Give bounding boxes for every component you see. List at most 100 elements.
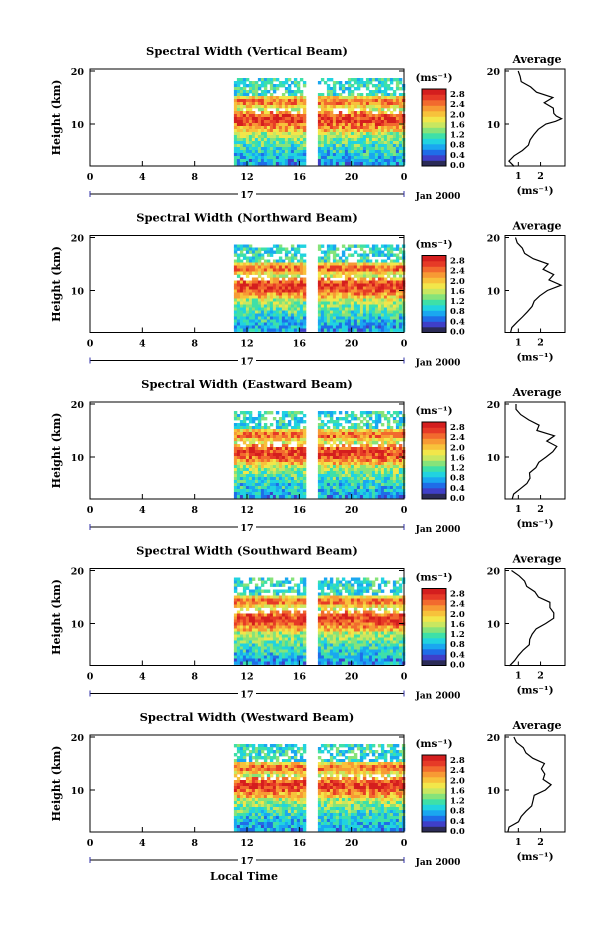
heatmap-cell <box>336 305 339 308</box>
heatmap-cell <box>348 465 351 468</box>
heatmap-cell <box>357 305 360 308</box>
heatmap-cell <box>321 492 324 495</box>
heatmap-cell <box>399 620 402 623</box>
heatmap-cell <box>387 108 390 111</box>
heatmap-cell <box>240 314 243 317</box>
heatmap-cell <box>369 608 372 611</box>
heatmap-cell <box>303 290 306 293</box>
day-label: 17 <box>240 523 253 534</box>
heatmap-cell <box>282 584 285 587</box>
heatmap-cell <box>345 411 348 414</box>
heatmap-cell <box>318 468 321 471</box>
heatmap-cell <box>243 474 246 477</box>
heatmap-cell <box>276 311 279 314</box>
heatmap-cell <box>279 293 282 296</box>
heatmap-cell <box>378 102 381 105</box>
heatmap-cell <box>270 441 273 444</box>
heatmap-cell <box>258 447 261 450</box>
heatmap-cell <box>234 590 237 593</box>
heatmap-cell <box>243 87 246 90</box>
y-axis-label: Height (km) <box>50 413 63 489</box>
heatmap-cell <box>246 123 249 126</box>
heatmap-cell <box>357 111 360 114</box>
heatmap-cell <box>267 144 270 147</box>
heatmap-cell <box>399 423 402 426</box>
heatmap-cell <box>303 486 306 489</box>
heatmap-cell <box>300 459 303 462</box>
heatmap-cell <box>387 596 390 599</box>
heatmap-cell <box>288 474 291 477</box>
heatmap-cell <box>372 269 375 272</box>
heatmap-cell <box>372 245 375 248</box>
heatmap-cell <box>369 317 372 320</box>
heatmap-cell <box>279 477 282 480</box>
heatmap-cell <box>276 620 279 623</box>
heatmap-cell <box>273 317 276 320</box>
heatmap-cell <box>342 486 345 489</box>
heatmap-cell <box>255 590 258 593</box>
heatmap-cell <box>273 590 276 593</box>
heatmap-cell <box>255 162 258 165</box>
heatmap-cell <box>282 311 285 314</box>
heatmap-cell <box>300 254 303 257</box>
heatmap-cell <box>336 480 339 483</box>
heatmap-cell <box>330 471 333 474</box>
heatmap-cell <box>372 302 375 305</box>
heatmap-cell <box>351 462 354 465</box>
heatmap-cell <box>387 614 390 617</box>
heatmap-cell <box>261 257 264 260</box>
heatmap-cell <box>261 620 264 623</box>
heatmap-cell <box>282 614 285 617</box>
heatmap-cell <box>372 468 375 471</box>
heatmap-cell <box>366 590 369 593</box>
heatmap-cell <box>270 578 273 581</box>
heatmap-cell <box>327 426 330 429</box>
heatmap-cell <box>393 489 396 492</box>
heatmap-cell <box>282 150 285 153</box>
heatmap-cell <box>399 269 402 272</box>
heatmap-cell <box>291 326 294 329</box>
heatmap-cell <box>363 135 366 138</box>
heatmap-cell <box>291 465 294 468</box>
heatmap-cell <box>369 108 372 111</box>
heatmap-cell <box>357 105 360 108</box>
heatmap-cell <box>273 429 276 432</box>
heatmap-cell <box>378 81 381 84</box>
heatmap-cell <box>369 429 372 432</box>
heatmap-cell <box>324 320 327 323</box>
heatmap-cell <box>330 483 333 486</box>
heatmap-cell <box>264 317 267 320</box>
heatmap-cell <box>321 584 324 587</box>
heatmap-cell <box>288 581 291 584</box>
heatmap-cell <box>318 111 321 114</box>
heatmap-cell <box>384 153 387 156</box>
heatmap-cell <box>282 248 285 251</box>
heatmap-cell <box>357 486 360 489</box>
heatmap-cell <box>285 590 288 593</box>
heatmap-cell <box>273 144 276 147</box>
heatmap-cell <box>324 441 327 444</box>
heatmap-cell <box>282 159 285 162</box>
heatmap-cell <box>348 108 351 111</box>
heatmap-cell <box>330 129 333 132</box>
heatmap-cell <box>234 81 237 84</box>
heatmap-cell <box>336 477 339 480</box>
heatmap-cell <box>372 477 375 480</box>
heatmap-cell <box>384 596 387 599</box>
heatmap-cell <box>354 284 357 287</box>
heatmap-cell <box>348 581 351 584</box>
heatmap-cell <box>255 254 258 257</box>
heatmap-cell <box>351 132 354 135</box>
heatmap-cell <box>354 81 357 84</box>
heatmap-cell <box>360 450 363 453</box>
date-label: Jan 2000 <box>415 359 461 369</box>
heatmap-cell <box>387 423 390 426</box>
heatmap-cell <box>327 617 330 620</box>
colorbar-swatch <box>422 311 446 317</box>
heatmap-cell <box>342 495 345 498</box>
heatmap-cell <box>330 605 333 608</box>
heatmap-cell <box>294 302 297 305</box>
heatmap-cell <box>258 293 261 296</box>
heatmap-cell <box>240 468 243 471</box>
heatmap-cell <box>324 483 327 486</box>
